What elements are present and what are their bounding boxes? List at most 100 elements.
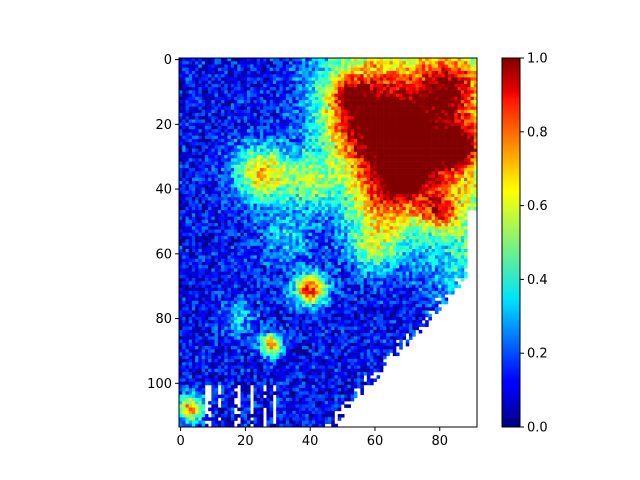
heatmap-cell (428, 80, 432, 85)
heatmap-cell (204, 100, 209, 104)
heatmap-cell (256, 116, 261, 120)
heatmap-cell (285, 197, 290, 201)
heatmap-cell (234, 122, 238, 127)
heatmap-cell (227, 135, 232, 140)
heatmap-cell (204, 171, 209, 175)
heatmap-cell (282, 67, 287, 72)
heatmap-cell (389, 171, 394, 175)
heatmap-cell (282, 80, 287, 85)
heatmap-cell (234, 226, 238, 230)
heatmap-cell (321, 181, 326, 185)
heatmap-cell (334, 161, 339, 166)
heatmap-cell (412, 100, 416, 104)
heatmap-cell (428, 70, 432, 75)
heatmap-cell (340, 200, 345, 204)
heatmap-cell (230, 74, 235, 78)
heatmap-cell (321, 229, 326, 234)
heatmap-cell (298, 109, 303, 114)
heatmap-cell (402, 116, 407, 120)
heatmap-cell (321, 190, 326, 195)
heatmap-cell (366, 103, 371, 107)
heatmap-cell (179, 187, 183, 192)
heatmap-cell (451, 83, 455, 88)
heatmap-cell (259, 116, 264, 120)
heatmap-cell (412, 87, 416, 91)
heatmap-cell (444, 96, 449, 101)
heatmap-cell (360, 168, 364, 172)
heatmap-cell (467, 93, 471, 98)
heatmap-cell (379, 216, 384, 221)
heatmap-cell (340, 70, 345, 75)
heatmap-cell (188, 87, 193, 91)
heatmap-cell (344, 93, 348, 98)
heatmap-cell (399, 77, 403, 81)
heatmap-cell (182, 168, 186, 172)
heatmap-cell (250, 190, 254, 195)
heatmap-cell (334, 87, 339, 91)
heatmap-cell (340, 83, 345, 88)
heatmap-cell (298, 132, 303, 136)
heatmap-cell (464, 197, 468, 201)
heatmap-cell (292, 219, 296, 224)
heatmap-cell (224, 70, 228, 75)
heatmap-cell (321, 158, 326, 162)
heatmap-cell (334, 232, 339, 237)
heatmap-cell (460, 100, 465, 104)
heatmap-cell (328, 181, 332, 185)
heatmap-cell (272, 148, 277, 153)
heatmap-cell (259, 200, 264, 204)
heatmap-cell (208, 190, 212, 195)
heatmap-cell (195, 210, 199, 214)
heatmap-cell (360, 93, 364, 98)
heatmap-cell (421, 87, 426, 91)
heatmap-cell (467, 190, 471, 195)
heatmap-cell (408, 135, 413, 140)
heatmap-cell (324, 58, 329, 62)
heatmap-cell (298, 106, 303, 111)
heatmap-cell (224, 61, 228, 65)
heatmap-cell (447, 61, 452, 65)
heatmap-cell (357, 190, 361, 195)
heatmap-cell (305, 70, 309, 75)
heatmap-cell (353, 171, 358, 175)
heatmap-cell (360, 174, 364, 179)
heatmap-cell (295, 174, 300, 179)
heatmap-cell (253, 109, 258, 114)
heatmap-cell (473, 174, 478, 179)
heatmap-cell (408, 226, 413, 230)
heatmap-cell (211, 219, 215, 224)
heatmap-cell (441, 190, 445, 195)
heatmap-cell (470, 187, 475, 192)
heatmap-cell (418, 90, 423, 94)
heatmap-cell (344, 158, 348, 162)
heatmap-cell (402, 190, 407, 195)
heatmap-cell (454, 109, 458, 114)
heatmap-cell (428, 155, 432, 159)
heatmap-cell (318, 142, 322, 146)
heatmap-cell (444, 138, 449, 143)
heatmap-cell (191, 122, 196, 127)
heatmap-cell (376, 122, 381, 127)
heatmap-cell (340, 125, 345, 130)
heatmap-cell (305, 155, 309, 159)
heatmap-cell (457, 135, 462, 140)
heatmap-cell (208, 164, 212, 169)
heatmap-cell (179, 70, 183, 75)
heatmap-cell (357, 151, 361, 156)
heatmap-cell (454, 148, 458, 153)
heatmap-cell (243, 100, 248, 104)
heatmap-cell (389, 74, 394, 78)
heatmap-cell (237, 161, 241, 166)
heatmap-cell (396, 116, 400, 120)
heatmap-cell (179, 197, 183, 201)
heatmap-cell (399, 142, 403, 146)
heatmap-cell (179, 138, 183, 143)
heatmap-cell (473, 106, 478, 111)
heatmap-cell (289, 216, 293, 221)
heatmap-cell (460, 125, 465, 130)
heatmap-cell (441, 119, 445, 124)
heatmap-cell (415, 80, 419, 85)
heatmap-cell (402, 216, 407, 221)
heatmap-cell (185, 125, 190, 130)
heatmap-cell (179, 216, 183, 221)
